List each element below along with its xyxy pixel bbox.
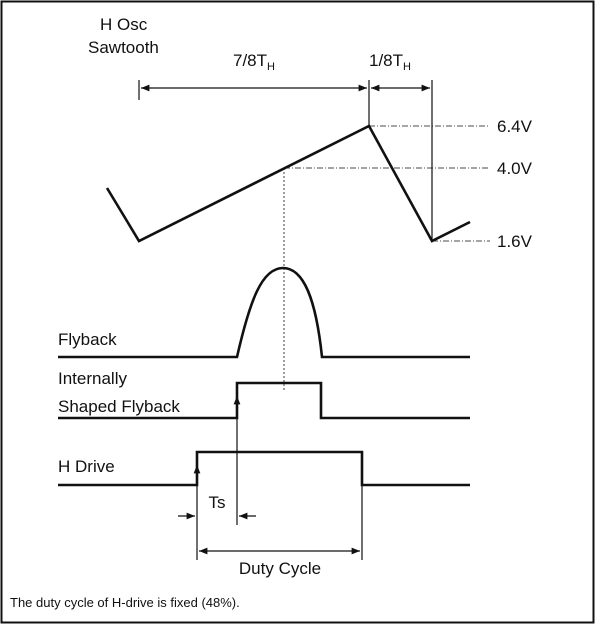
level-label: 6.4V bbox=[497, 117, 533, 136]
signal-label: Internally bbox=[58, 369, 127, 388]
flyback-wave bbox=[58, 266, 470, 359]
h-drive-wave bbox=[58, 450, 470, 487]
signal-label: H Drive bbox=[58, 457, 115, 476]
signal-label: Flyback bbox=[58, 330, 117, 349]
sawtooth-wave bbox=[105, 124, 471, 243]
interval-label: 1/8TH bbox=[369, 51, 411, 73]
title: H Osc bbox=[100, 15, 148, 34]
timing-label: Ts bbox=[209, 493, 226, 512]
level-label: 4.0V bbox=[497, 159, 533, 178]
interval-label: 7/8TH bbox=[233, 51, 275, 73]
caption: The duty cycle of H-drive is fixed (48%)… bbox=[10, 595, 240, 610]
shaped-flyback-wave bbox=[58, 381, 470, 420]
signal-label: Shaped Flyback bbox=[58, 397, 180, 416]
timing-label: Duty Cycle bbox=[239, 559, 321, 578]
title: Sawtooth bbox=[88, 38, 159, 57]
level-label: 1.6V bbox=[497, 232, 533, 251]
